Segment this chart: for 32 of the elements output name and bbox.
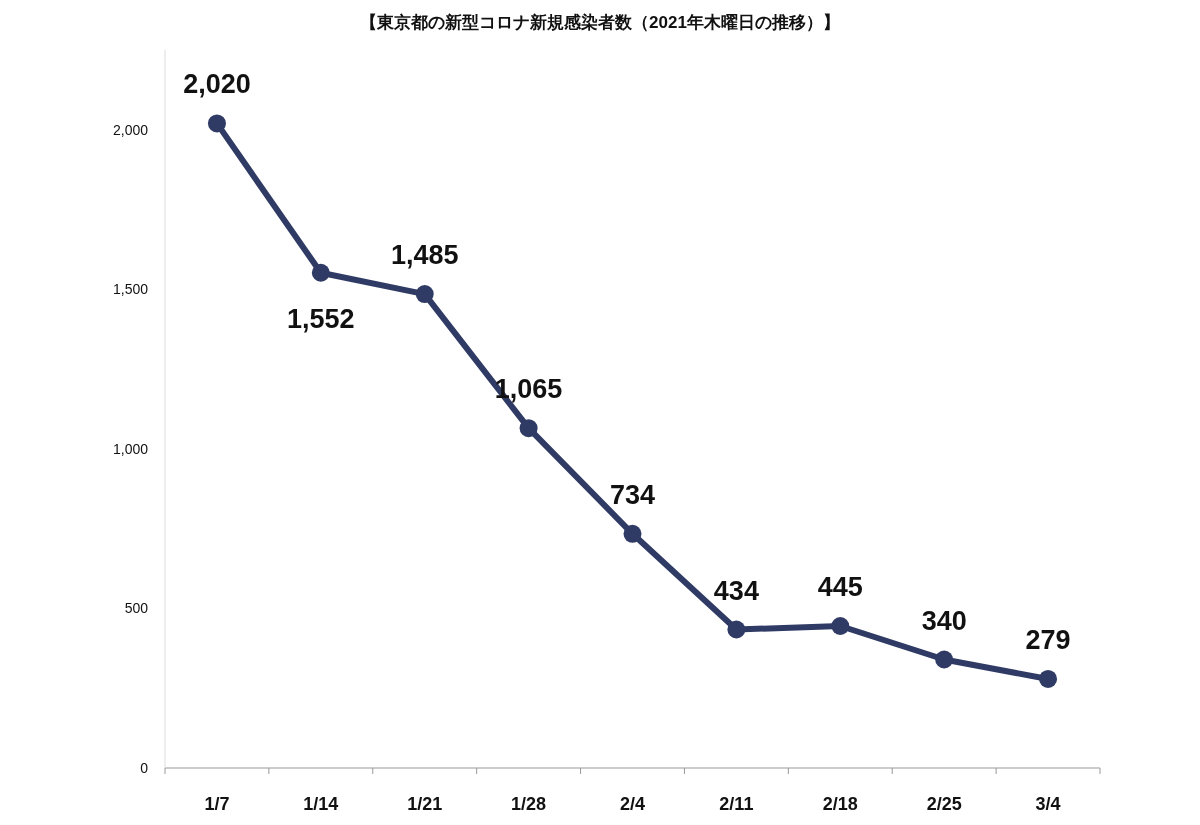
text: 2,020 [183,69,251,100]
y-tick-label: 1,000 [112,440,149,457]
text: 1,485 [390,240,459,271]
point [1039,669,1058,688]
chart-title: 【東京都の新型コロナ新規感染者数（2021年木曜日の推移）】 [360,13,840,32]
x-tick-label: 1/7 [204,794,230,814]
point [727,620,746,639]
x-tick-label: 2/25 [926,794,962,814]
text: 734 [609,479,656,510]
text: 1,552 [287,303,355,334]
x-tick-label: 1/14 [303,794,339,814]
x-tick-label: 2/11 [719,794,754,814]
point [519,419,538,438]
point [415,285,434,304]
point [623,524,642,543]
x-tick-label: 2/18 [822,794,858,814]
x-tick-label: 1/28 [511,794,547,814]
x-tick-label: 2/4 [619,794,646,814]
point [831,617,850,635]
x-tick-label: 3/4 [1035,794,1061,814]
y-tick-label: 1,500 [112,281,149,298]
point [935,650,954,669]
text: 340 [921,605,967,636]
text: 445 [817,572,863,602]
point [311,263,330,282]
y-tick-label: 500 [124,600,149,617]
y-tick-label: 2,000 [112,121,149,138]
point [207,114,226,133]
x-tick-label: 1/21 [407,794,443,814]
text: 279 [1025,624,1071,655]
y-tick-label: 0 [140,760,149,776]
text: 434 [713,575,759,606]
